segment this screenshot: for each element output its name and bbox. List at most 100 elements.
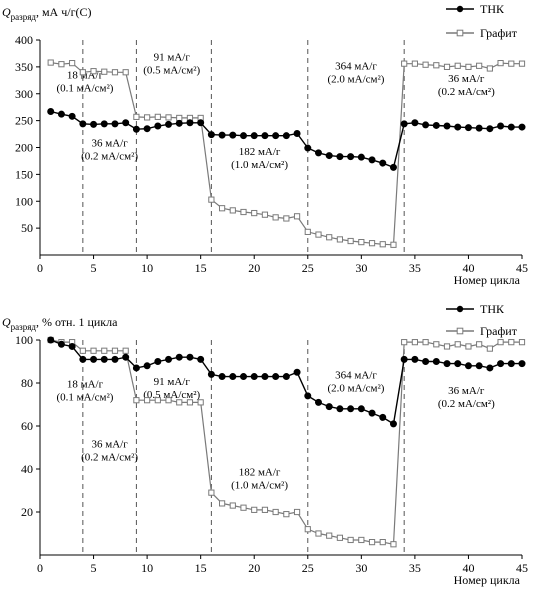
data-point-graphite	[411, 339, 418, 346]
data-point-tnk	[293, 130, 301, 138]
data-point-graphite	[508, 60, 515, 67]
data-point-graphite	[293, 508, 301, 516]
chart-1: 50 100 150 200 250 300 350 400 0 5 10 15 20 25 30 35 40 4…	[2, 2, 528, 287]
data-point-tnk	[293, 368, 301, 376]
rate-annotation: 36 мА/г (0.2 мА/см²)	[81, 137, 138, 162]
data-point-tnk	[282, 373, 290, 381]
data-point-graphite	[422, 61, 429, 68]
data-point-graphite	[197, 399, 204, 406]
data-point-graphite	[272, 214, 279, 221]
legend-marker-graphite	[456, 29, 464, 37]
data-point-tnk	[90, 120, 98, 128]
series-line-tnk	[50, 339, 522, 426]
data-point-graphite	[176, 399, 183, 406]
data-point-tnk	[379, 159, 387, 167]
data-point-graphite	[326, 234, 333, 241]
rate-annotation: 364 мА/г (2.0 мА/см²)	[328, 61, 385, 86]
data-point-graphite	[218, 205, 226, 212]
data-point-tnk	[132, 364, 140, 372]
rate-annotation-line: 364 мА/г	[335, 61, 377, 73]
y-tick-label: 400	[15, 33, 33, 47]
data-point-graphite	[154, 397, 161, 404]
data-point-tnk	[475, 124, 483, 132]
data-point-tnk	[432, 121, 440, 129]
data-point-graphite	[122, 347, 129, 354]
data-point-graphite	[240, 208, 247, 216]
data-point-tnk	[186, 353, 194, 361]
data-point-tnk	[165, 355, 173, 363]
rate-annotation: 91 мА/г (0.5 мА/см²)	[143, 51, 200, 76]
data-point-graphite	[443, 343, 451, 350]
legend-label: ТНК	[480, 302, 505, 316]
data-point-tnk	[347, 153, 355, 161]
x-tick-label: 10	[141, 561, 153, 575]
data-point-graphite	[208, 489, 215, 496]
y-tick-label: 200	[15, 141, 33, 155]
rate-annotation-line: (0.2 мА/см²)	[81, 452, 138, 464]
rate-annotation: 182 мА/г (1.0 мА/см²)	[231, 146, 288, 171]
data-point-tnk	[143, 125, 151, 133]
data-point-tnk	[347, 405, 355, 413]
data-point-graphite	[508, 339, 515, 346]
x-tick-label: 15	[195, 561, 207, 575]
data-point-tnk	[507, 360, 515, 368]
rate-annotation: 36 мА/г (0.2 мА/см²)	[81, 439, 138, 464]
data-point-tnk	[250, 373, 258, 381]
data-point-tnk	[379, 413, 387, 421]
data-point-graphite	[454, 62, 461, 69]
data-point-graphite	[111, 69, 119, 76]
rate-annotation-line: 18 мА/г	[67, 378, 104, 390]
data-point-graphite	[58, 61, 65, 68]
y-tick-label: 150	[15, 167, 33, 181]
data-point-tnk	[400, 120, 408, 128]
data-point-graphite	[358, 536, 365, 544]
y-tick-label: 40	[21, 462, 33, 476]
data-point-graphite	[165, 397, 172, 404]
data-point-tnk	[207, 131, 215, 139]
data-point-tnk	[304, 144, 312, 152]
y-axis-title-unit: , мА ч/г(С)	[36, 5, 92, 19]
data-point-graphite	[433, 341, 440, 348]
data-point-graphite	[379, 241, 386, 248]
data-point-tnk	[47, 336, 55, 344]
y-tick-label: 250	[15, 114, 33, 128]
data-point-tnk	[357, 405, 365, 413]
rate-annotation-line: (2.0 мА/см²)	[328, 383, 385, 395]
data-point-tnk	[389, 163, 397, 171]
data-point-tnk	[111, 355, 119, 363]
data-point-tnk	[165, 120, 173, 128]
data-point-tnk	[79, 120, 87, 128]
data-point-tnk	[197, 119, 205, 127]
x-tick-label: 35	[409, 261, 421, 275]
data-point-graphite	[379, 539, 386, 546]
y-axis-title-subscript: разряд	[11, 12, 37, 22]
rate-annotation-line: 36 мА/г	[92, 137, 129, 149]
data-point-tnk	[497, 360, 505, 368]
data-point-graphite	[176, 114, 183, 122]
data-point-tnk	[272, 132, 280, 140]
data-point-graphite	[90, 347, 97, 354]
data-point-graphite	[476, 341, 483, 348]
data-point-tnk	[272, 373, 280, 381]
data-point-graphite	[133, 113, 140, 120]
rate-annotation-line: 91 мА/г	[154, 51, 191, 63]
data-point-tnk	[229, 373, 237, 381]
data-point-tnk	[207, 370, 215, 378]
rate-annotation-line: (0.1 мА/см²)	[57, 83, 114, 95]
data-point-graphite	[293, 213, 301, 220]
x-tick-label: 5	[91, 561, 97, 575]
data-point-tnk	[464, 362, 472, 370]
data-point-tnk	[432, 358, 440, 365]
data-point-graphite	[101, 68, 108, 75]
data-point-graphite	[261, 506, 269, 513]
data-point-tnk	[518, 360, 526, 368]
data-point-tnk	[454, 360, 462, 368]
x-tick-label: 25	[302, 561, 314, 575]
data-point-graphite	[518, 339, 526, 346]
data-point-graphite	[165, 114, 172, 121]
legend-marker-tnk	[456, 5, 464, 13]
data-point-graphite	[336, 236, 344, 243]
y-axis-title-symbol: Q	[2, 5, 11, 19]
data-point-tnk	[314, 398, 322, 406]
